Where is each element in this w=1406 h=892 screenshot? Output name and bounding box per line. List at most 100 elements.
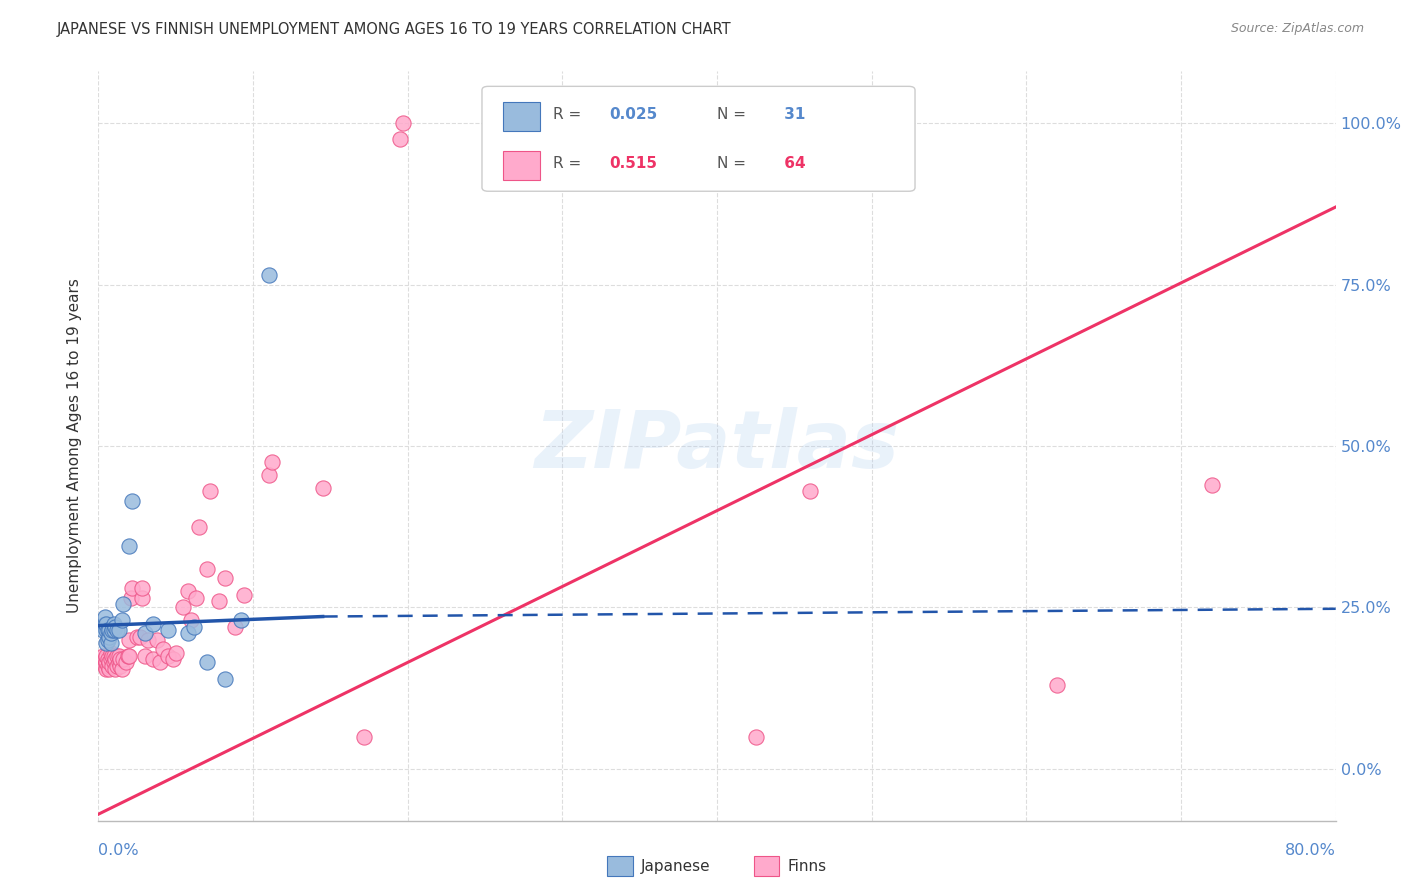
Point [157, 623, 180, 637]
Point [97, 658, 120, 673]
Point [118, 632, 141, 647]
Point [105, 658, 128, 673]
Point [214, 672, 236, 686]
Point [96, 636, 118, 650]
Point [208, 594, 231, 608]
Y-axis label: Unemployment Among Ages 16 to 19 years: Unemployment Among Ages 16 to 19 years [67, 278, 83, 614]
Text: Japanese: Japanese [641, 859, 711, 873]
Point [115, 656, 138, 670]
Point [353, 730, 375, 744]
Point [157, 648, 180, 663]
Point [149, 656, 172, 670]
Point [184, 591, 207, 605]
Point [165, 646, 187, 660]
Point [93, 652, 115, 666]
Point [142, 652, 165, 666]
Point [142, 616, 165, 631]
Point [98, 630, 121, 644]
Point [105, 648, 128, 663]
Point [107, 648, 129, 663]
Text: R =: R = [553, 155, 586, 170]
Bar [754, 856, 779, 876]
Point [103, 623, 125, 637]
Text: Finns: Finns [787, 859, 827, 873]
Point [97, 652, 120, 666]
Point [257, 268, 280, 282]
Point [177, 626, 200, 640]
Point [131, 591, 153, 605]
Point [97, 632, 120, 647]
Point [117, 648, 139, 663]
Point [177, 584, 200, 599]
Point [1201, 477, 1223, 491]
Point [112, 652, 135, 666]
Point [180, 614, 202, 628]
Point [392, 116, 415, 130]
Point [98, 662, 121, 676]
Text: ZIPatlas: ZIPatlas [534, 407, 900, 485]
Point [214, 571, 236, 585]
Point [96, 623, 118, 637]
Point [98, 656, 121, 670]
Point [98, 623, 121, 637]
Point [97, 623, 120, 637]
Point [111, 614, 134, 628]
Point [257, 468, 280, 483]
Bar [607, 856, 633, 876]
Point [112, 597, 135, 611]
Point [127, 630, 149, 644]
Point [101, 648, 124, 663]
Point [107, 656, 129, 670]
Point [118, 539, 141, 553]
Point [100, 636, 122, 650]
Text: R =: R = [553, 107, 586, 122]
Text: 31: 31 [779, 107, 806, 122]
Text: N =: N = [717, 155, 751, 170]
Text: 0.0%: 0.0% [98, 843, 139, 858]
Point [100, 646, 122, 660]
Point [101, 623, 124, 637]
Point [388, 132, 412, 146]
Text: Source: ZipAtlas.com: Source: ZipAtlas.com [1230, 22, 1364, 36]
Point [108, 652, 131, 666]
Point [100, 626, 122, 640]
Point [129, 630, 152, 644]
Point [224, 620, 246, 634]
Point [108, 658, 131, 673]
Point [146, 632, 169, 647]
Point [91, 648, 114, 663]
Point [312, 481, 335, 495]
Bar [503, 151, 540, 179]
Point [121, 581, 143, 595]
Point [229, 614, 252, 628]
Point [131, 581, 153, 595]
Point [91, 623, 114, 637]
Point [104, 662, 127, 676]
Point [100, 652, 122, 666]
Point [136, 632, 159, 647]
Point [183, 620, 205, 634]
Bar [503, 103, 540, 131]
Text: 64: 64 [779, 155, 806, 170]
Text: 0.515: 0.515 [609, 155, 658, 170]
Point [103, 656, 125, 670]
Point [195, 562, 218, 576]
Point [93, 610, 115, 624]
Point [121, 494, 143, 508]
Text: 0.025: 0.025 [609, 107, 658, 122]
Point [103, 648, 125, 663]
Point [104, 620, 127, 634]
Point [96, 616, 118, 631]
Point [104, 652, 127, 666]
Point [260, 455, 283, 469]
Text: 80.0%: 80.0% [1285, 843, 1336, 858]
Point [93, 616, 115, 631]
Text: JAPANESE VS FINNISH UNEMPLOYMENT AMONG AGES 16 TO 19 YEARS CORRELATION CHART: JAPANESE VS FINNISH UNEMPLOYMENT AMONG A… [56, 22, 731, 37]
FancyBboxPatch shape [482, 87, 915, 191]
Point [96, 656, 118, 670]
Point [799, 484, 821, 499]
Point [120, 591, 142, 605]
Point [118, 648, 141, 663]
Point [101, 658, 124, 673]
Point [173, 600, 195, 615]
